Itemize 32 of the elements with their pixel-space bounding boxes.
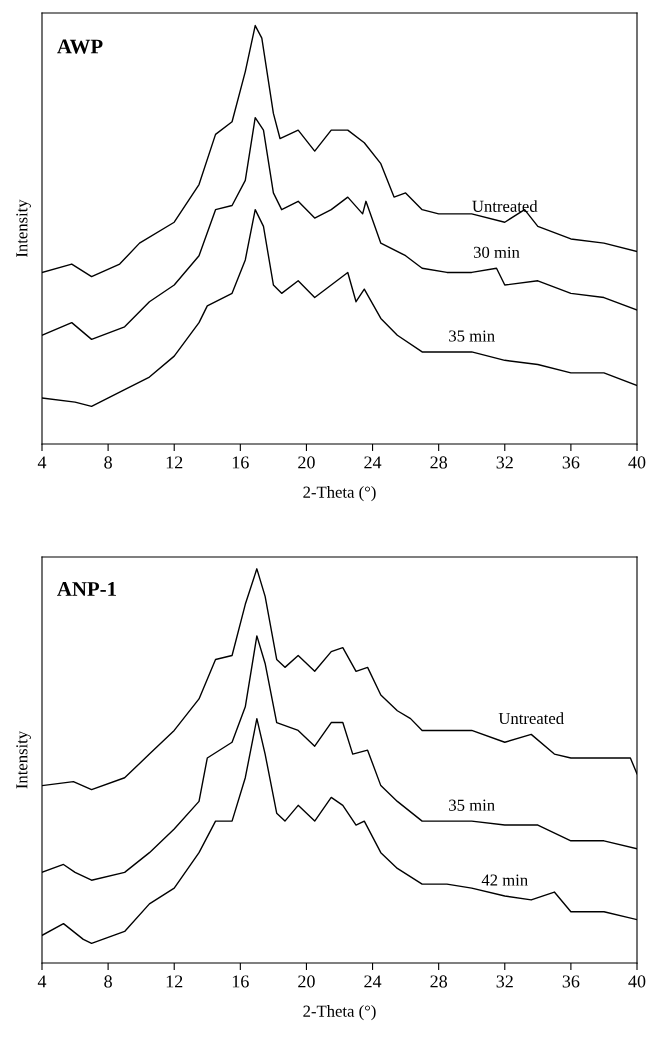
- series-label: Untreated: [498, 712, 564, 725]
- x-tick-label: 36: [562, 456, 580, 469]
- x-tick-label: 40: [628, 975, 646, 988]
- y-axis-title: Intensity: [16, 199, 31, 258]
- x-tick-label: 20: [298, 456, 315, 469]
- x-tick-label: 24: [364, 975, 382, 988]
- x-tick-label: 16: [232, 975, 249, 988]
- x-tick-label: 28: [430, 975, 448, 988]
- series-label: 35 min: [449, 799, 495, 811]
- x-tick-label: 28: [430, 456, 448, 469]
- series-label: 35 min: [449, 330, 495, 342]
- x-tick-label: 4: [37, 456, 47, 469]
- series-label: 30 min: [473, 246, 520, 258]
- text: AWP: [57, 39, 103, 54]
- x-tick-label: 8: [104, 975, 112, 988]
- y-axis-title: Intensity: [16, 730, 31, 789]
- series-label: Untreated: [472, 200, 538, 212]
- x-tick-label: 20: [298, 975, 315, 988]
- series-label: 42 min: [481, 874, 528, 886]
- x-tick-label: 40: [628, 456, 646, 469]
- x-tick-label: 36: [562, 975, 580, 988]
- x-axis-title: 2-Theta (°): [303, 486, 376, 502]
- x-tick-label: 32: [496, 456, 513, 469]
- x-axis-title: 2-Theta (°): [303, 1005, 376, 1021]
- x-tick-label: 12: [166, 456, 183, 469]
- chart-title: ANP-1: [57, 582, 116, 596]
- x-tick-label: 24: [364, 456, 382, 469]
- x-tick-label: 12: [166, 975, 183, 988]
- x-tick-label: 32: [496, 975, 513, 988]
- x-tick-label: 4: [37, 975, 47, 988]
- x-tick-label: 8: [104, 456, 112, 469]
- x-tick-label: 16: [232, 456, 249, 469]
